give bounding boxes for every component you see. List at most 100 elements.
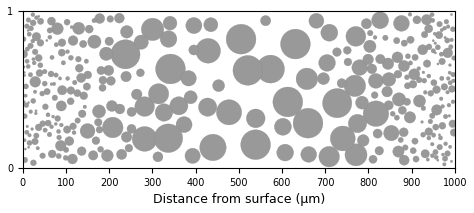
Ellipse shape [423, 91, 427, 94]
Ellipse shape [38, 63, 43, 68]
Ellipse shape [443, 48, 453, 58]
Ellipse shape [44, 88, 50, 95]
Ellipse shape [28, 26, 34, 31]
Ellipse shape [367, 30, 373, 36]
Ellipse shape [111, 40, 140, 69]
Ellipse shape [56, 101, 66, 111]
Ellipse shape [451, 72, 456, 77]
Ellipse shape [404, 75, 410, 80]
Ellipse shape [246, 109, 265, 128]
Ellipse shape [438, 136, 443, 140]
Ellipse shape [121, 71, 131, 82]
Ellipse shape [28, 134, 31, 137]
Ellipse shape [23, 66, 25, 68]
Ellipse shape [23, 71, 26, 74]
Ellipse shape [68, 36, 78, 46]
Ellipse shape [390, 111, 395, 116]
Ellipse shape [417, 67, 420, 71]
Ellipse shape [47, 28, 53, 33]
Ellipse shape [450, 38, 454, 42]
Ellipse shape [426, 158, 429, 161]
Ellipse shape [42, 81, 47, 86]
Ellipse shape [30, 76, 41, 87]
Ellipse shape [21, 37, 26, 42]
Ellipse shape [217, 100, 242, 125]
Ellipse shape [33, 90, 37, 94]
Ellipse shape [375, 147, 383, 155]
Ellipse shape [301, 147, 317, 162]
Ellipse shape [363, 54, 374, 65]
Ellipse shape [37, 39, 44, 46]
Ellipse shape [57, 135, 62, 140]
Ellipse shape [107, 101, 118, 111]
Ellipse shape [409, 80, 417, 88]
Ellipse shape [346, 26, 366, 46]
Ellipse shape [35, 112, 37, 115]
Ellipse shape [20, 50, 27, 58]
Ellipse shape [23, 84, 28, 89]
Ellipse shape [78, 110, 86, 118]
Ellipse shape [72, 131, 76, 135]
Ellipse shape [447, 103, 451, 107]
Ellipse shape [120, 26, 133, 38]
Ellipse shape [421, 106, 426, 111]
Ellipse shape [445, 151, 450, 156]
Ellipse shape [35, 54, 42, 61]
Ellipse shape [394, 70, 402, 78]
Ellipse shape [115, 104, 125, 114]
Ellipse shape [408, 61, 413, 65]
Ellipse shape [439, 122, 446, 129]
Ellipse shape [410, 148, 416, 154]
Ellipse shape [55, 116, 61, 121]
Ellipse shape [30, 20, 36, 26]
Ellipse shape [421, 121, 423, 123]
Ellipse shape [23, 74, 26, 76]
Ellipse shape [27, 29, 29, 32]
Ellipse shape [441, 83, 448, 90]
Ellipse shape [43, 69, 47, 74]
Ellipse shape [24, 148, 27, 150]
Ellipse shape [319, 55, 336, 71]
Ellipse shape [427, 136, 431, 140]
Ellipse shape [428, 90, 434, 96]
Ellipse shape [84, 71, 91, 79]
Ellipse shape [412, 54, 418, 60]
Ellipse shape [89, 151, 98, 160]
Ellipse shape [451, 79, 455, 83]
Ellipse shape [54, 43, 58, 47]
Ellipse shape [105, 37, 113, 46]
Ellipse shape [204, 18, 218, 32]
Ellipse shape [273, 87, 303, 117]
Ellipse shape [73, 80, 77, 85]
Ellipse shape [399, 155, 409, 165]
Ellipse shape [148, 84, 169, 104]
Ellipse shape [321, 24, 338, 41]
Ellipse shape [52, 95, 58, 101]
Ellipse shape [30, 160, 36, 166]
Ellipse shape [431, 80, 437, 86]
Ellipse shape [36, 69, 43, 76]
Ellipse shape [450, 160, 453, 163]
Ellipse shape [344, 75, 365, 97]
Ellipse shape [433, 86, 440, 94]
Ellipse shape [25, 59, 29, 63]
Ellipse shape [22, 157, 27, 163]
Ellipse shape [348, 114, 367, 133]
Ellipse shape [97, 66, 105, 75]
Ellipse shape [433, 32, 436, 35]
Ellipse shape [382, 58, 394, 69]
Ellipse shape [54, 73, 58, 77]
Ellipse shape [38, 15, 40, 17]
Ellipse shape [99, 76, 107, 84]
Ellipse shape [24, 103, 29, 108]
Ellipse shape [344, 58, 352, 66]
Ellipse shape [226, 24, 256, 54]
Ellipse shape [274, 118, 292, 135]
Ellipse shape [393, 37, 400, 44]
Ellipse shape [27, 32, 31, 36]
Ellipse shape [383, 35, 388, 40]
Ellipse shape [309, 13, 324, 28]
Ellipse shape [356, 96, 368, 109]
Ellipse shape [439, 58, 446, 65]
Ellipse shape [27, 102, 30, 104]
